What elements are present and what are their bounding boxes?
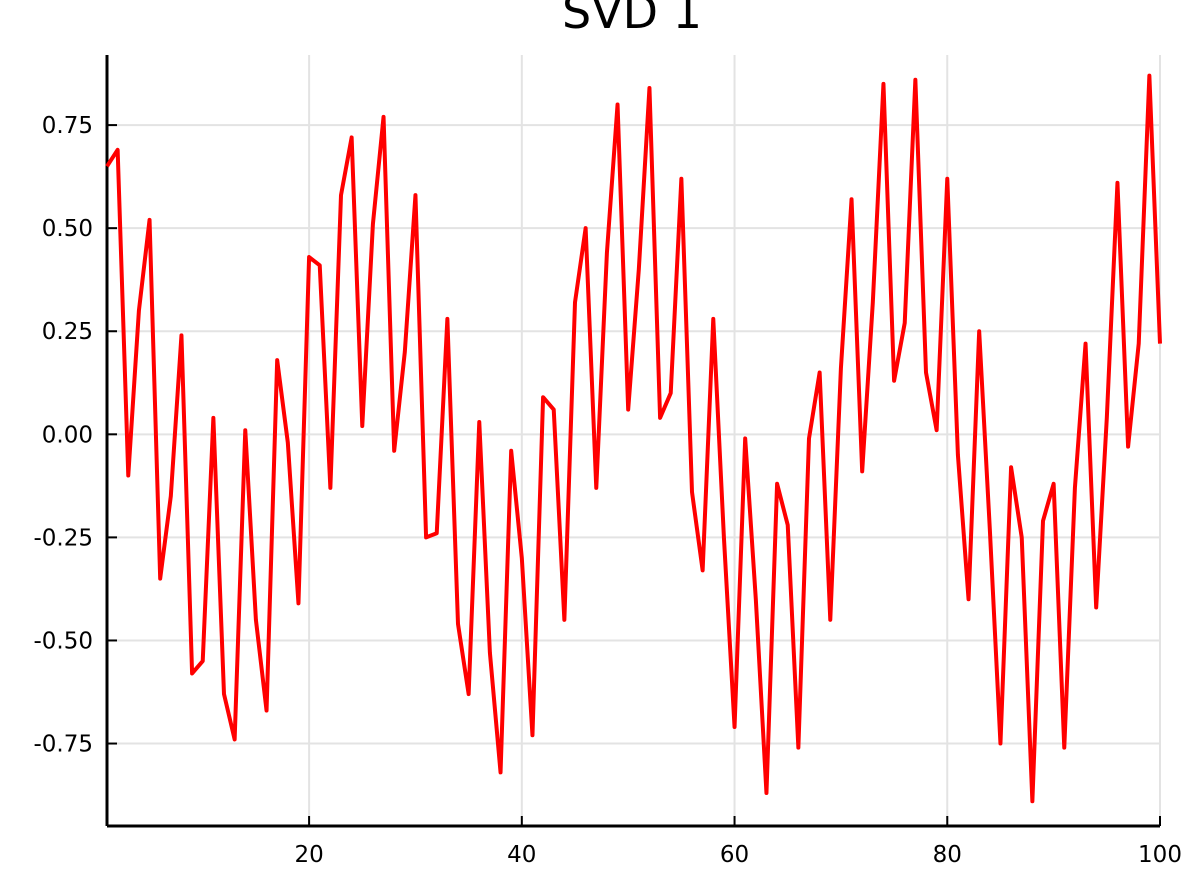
y-tick-label: -0.50	[33, 628, 93, 654]
data-line	[105, 73, 1162, 804]
x-tick-label: 100	[1138, 842, 1182, 868]
chart-title: SVD 1	[562, 0, 702, 39]
x-tick-label: 20	[294, 842, 323, 868]
y-tick-label: 0.75	[42, 113, 93, 139]
x-tick-label: 60	[720, 842, 749, 868]
y-tick-label: 0.00	[42, 422, 93, 448]
y-tick-label: -0.75	[33, 732, 93, 758]
x-tick-label: 80	[933, 842, 962, 868]
y-tick-label: -0.25	[33, 525, 93, 551]
y-tick-label: 0.50	[42, 216, 93, 242]
y-tick-label: 0.25	[42, 319, 93, 345]
x-tick-label: 40	[507, 842, 536, 868]
